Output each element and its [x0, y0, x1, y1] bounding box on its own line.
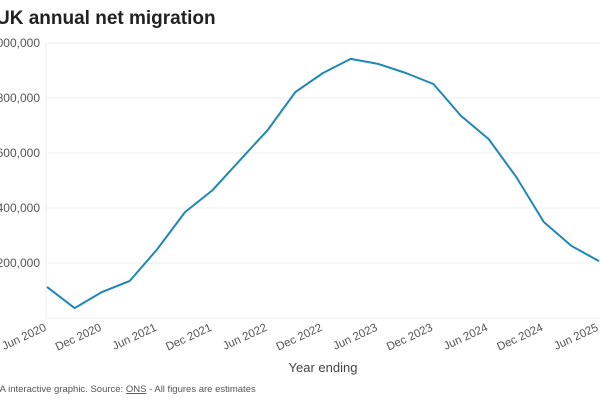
- data-point: [432, 83, 434, 85]
- x-tick-label: Jun 2022: [221, 322, 269, 353]
- x-tick-label: Dec 2020: [54, 322, 104, 354]
- data-point: [460, 115, 462, 117]
- data-point: [46, 286, 48, 288]
- y-axis: 200,000 400,000 600,000 800,000 1,000,000: [0, 36, 40, 270]
- data-point: [488, 138, 490, 140]
- data-point: [405, 72, 407, 74]
- x-axis: Jun 2020 Dec 2020 Jun 2021 Dec 2021 Jun 2022…: [0, 322, 600, 354]
- data-point: [156, 248, 158, 250]
- x-tick-label: Dec 2022: [275, 322, 325, 354]
- y-tick-label: 200,000: [0, 256, 40, 270]
- y-tick-label: 800,000: [0, 91, 40, 105]
- chart-title: UK annual net migration: [0, 8, 216, 29]
- series: [46, 57, 600, 310]
- data-point: [515, 176, 517, 178]
- gridlines: [45, 42, 600, 319]
- y-tick-label: 1,000,000: [0, 36, 40, 50]
- data-point: [212, 189, 214, 191]
- source-suffix: - All figures are estimates: [146, 384, 256, 395]
- x-axis-label: Year ending: [289, 360, 358, 375]
- data-point: [239, 159, 241, 161]
- x-tick-label: Jun 2023: [332, 322, 380, 353]
- source-prefix: PA interactive graphic. Source:: [0, 384, 126, 395]
- data-point: [267, 129, 269, 131]
- data-point: [184, 211, 186, 213]
- source-link[interactable]: ONS: [126, 384, 147, 395]
- data-point: [322, 72, 324, 74]
- data-point: [543, 221, 545, 223]
- x-tick-label: Jun 2024: [442, 322, 491, 353]
- data-point: [377, 63, 379, 65]
- data-point: [74, 307, 76, 309]
- data-point: [294, 91, 296, 93]
- x-tick-label: Dec 2023: [385, 322, 435, 354]
- data-point: [129, 280, 131, 282]
- x-tick-label: Dec 2021: [164, 322, 214, 354]
- series-line: [46, 57, 600, 310]
- source-note: PA interactive graphic. Source: ONS - Al…: [0, 384, 256, 395]
- y-tick-label: 400,000: [0, 201, 40, 215]
- data-point: [101, 291, 103, 293]
- x-tick-label: Jun 2025: [552, 322, 600, 353]
- x-tick-label: Jun 2020: [0, 322, 48, 353]
- x-tick-label: Dec 2024: [495, 322, 545, 354]
- data-point: [570, 245, 572, 247]
- x-tick-label: Jun 2021: [111, 322, 159, 353]
- y-tick-label: 600,000: [0, 146, 40, 160]
- data-point: [350, 58, 352, 60]
